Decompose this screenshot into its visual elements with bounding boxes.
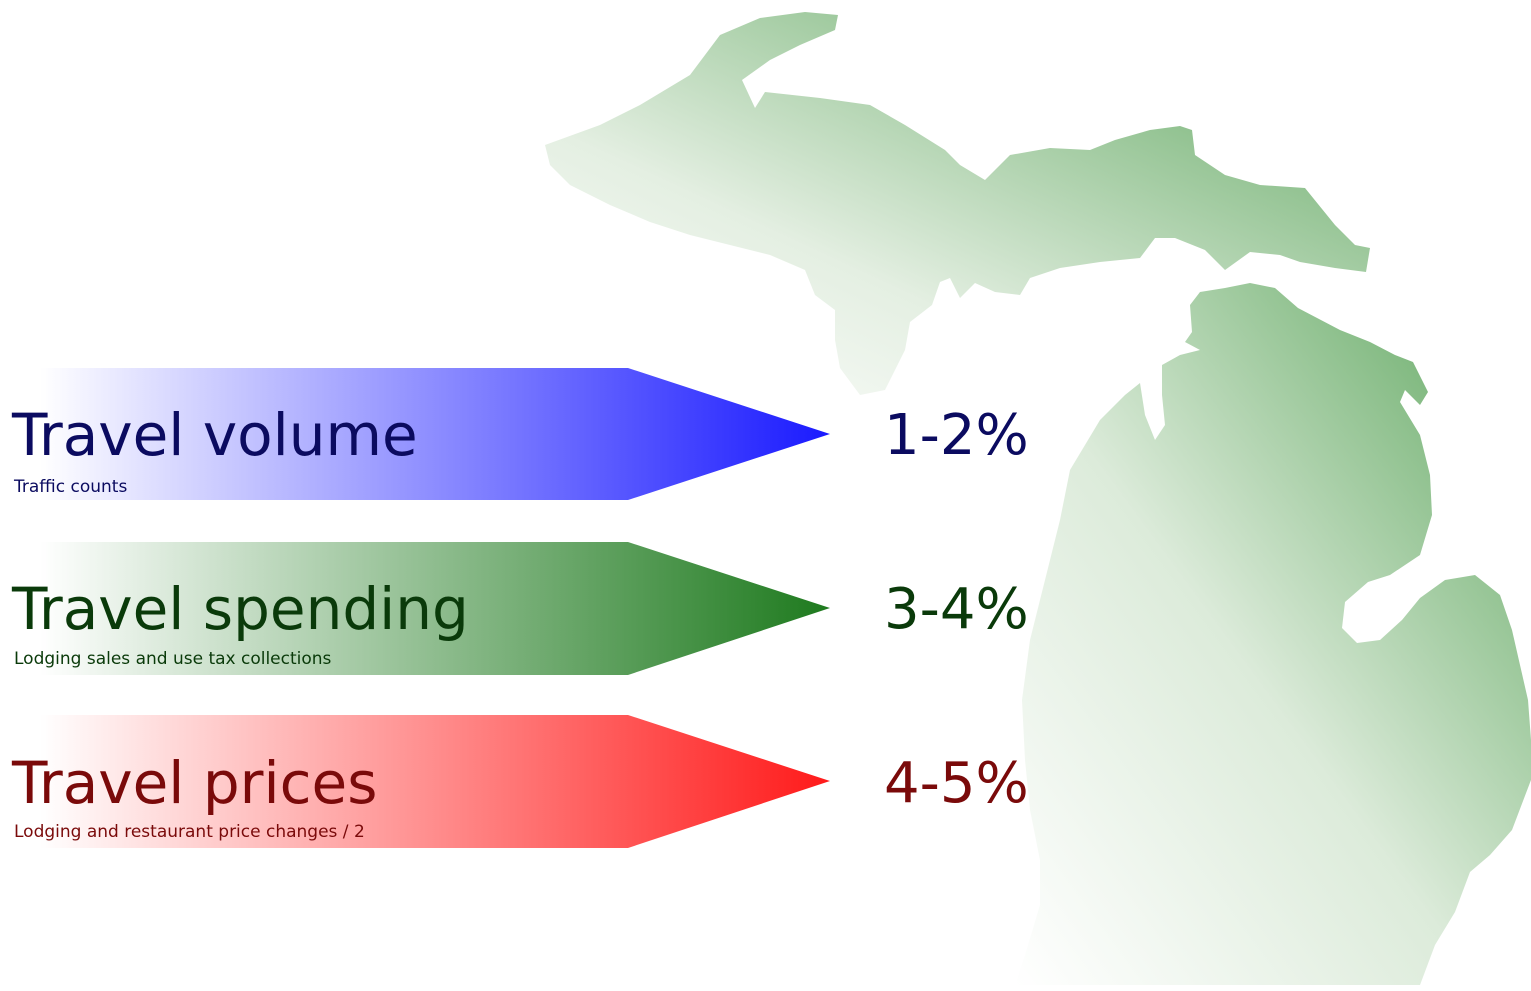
arrow-travel-prices [40, 715, 830, 848]
subtitle-travel-prices: Lodging and restaurant price changes / 2 [14, 822, 365, 842]
percent-travel-prices: 4-5% [884, 751, 1029, 816]
title-travel-spending: Travel spending [12, 575, 469, 643]
upper-peninsula-shape [545, 12, 1370, 395]
percent-travel-volume: 1-2% [884, 403, 1029, 468]
percent-travel-spending: 3-4% [884, 577, 1029, 642]
title-travel-volume: Travel volume [12, 401, 418, 469]
title-travel-prices: Travel prices [12, 749, 378, 817]
arrow-travel-spending [40, 542, 830, 675]
lower-peninsula-shape [1015, 283, 1531, 985]
subtitle-travel-volume: Traffic counts [14, 477, 128, 497]
arrow-travel-volume [40, 368, 830, 500]
subtitle-travel-spending: Lodging sales and use tax collections [14, 649, 332, 669]
